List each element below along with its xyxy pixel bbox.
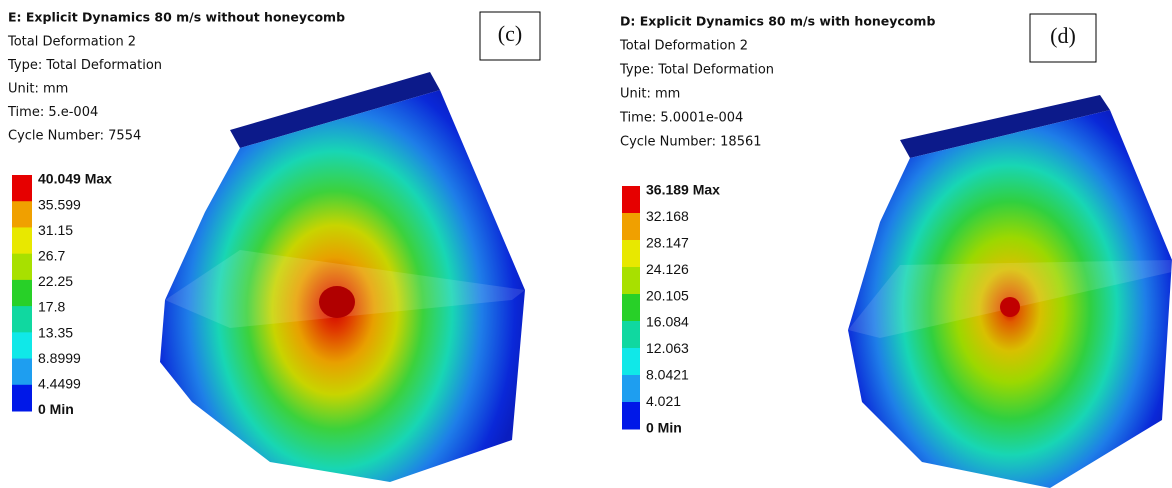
legend-label: 4.021 [646,393,681,409]
legend-band [12,332,32,359]
model-c [160,72,525,482]
legend-band [622,294,640,322]
legend-band [622,321,640,349]
legend-label: 26.7 [38,248,65,264]
legend-band [622,348,640,376]
legend-label: 28.147 [646,235,689,251]
legend-band [12,306,32,333]
model-d [848,95,1172,488]
legend-band [12,201,32,228]
legend-label: 31.15 [38,222,73,238]
panel-title: D: Explicit Dynamics 80 m/s with honeyco… [620,14,935,29]
info-line: Type: Total Deformation [7,58,162,73]
info-line: Cycle Number: 18561 [620,135,762,150]
legend-band [12,385,32,412]
legend-label: 8.0421 [646,367,689,383]
panel-title: E: Explicit Dynamics 80 m/s without hone… [8,10,345,25]
info-line: Unit: mm [8,82,68,97]
legend-label: 8.8999 [38,350,81,366]
legend-label: 0 Min [646,419,682,435]
info-line: Unit: mm [620,87,680,102]
legend-band [12,280,32,307]
legend-label: 16.084 [646,314,689,330]
legend-band [622,267,640,295]
info-line: Cycle Number: 7554 [8,129,141,144]
legend-label: 4.4499 [38,376,81,392]
legend-label: 0 Min [38,401,74,417]
legend-label: 17.8 [38,299,65,315]
figure: E: Explicit Dynamics 80 m/s without hone… [0,0,1172,488]
legend-band [622,375,640,403]
legend-band [622,186,640,214]
info-line: Total Deformation 2 [7,35,136,50]
info-line: Time: 5.0001e-004 [619,111,743,126]
legend-band [622,240,640,268]
panel-tag: (d) [1050,23,1076,48]
info-line: Time: 5.e-004 [7,105,98,120]
legend-band [12,254,32,281]
panel-tag: (c) [498,21,522,46]
legend-label: 22.25 [38,273,73,289]
info-line: Total Deformation 2 [619,39,748,54]
legend-label: 24.126 [646,261,689,277]
legend-label: 13.35 [38,324,73,340]
info-line: Type: Total Deformation [619,63,774,78]
legend-label: 32.168 [646,208,689,224]
legend-label: 35.599 [38,196,81,212]
legend-band [622,213,640,241]
legend-band [12,227,32,254]
legend-band [12,175,32,202]
legend-band [12,359,32,386]
legend-band [622,402,640,430]
legend-label: 40.049 Max [38,171,112,187]
legend-label: 20.105 [646,287,689,303]
legend-label: 12.063 [646,340,689,356]
legend-label: 36.189 Max [646,182,720,198]
